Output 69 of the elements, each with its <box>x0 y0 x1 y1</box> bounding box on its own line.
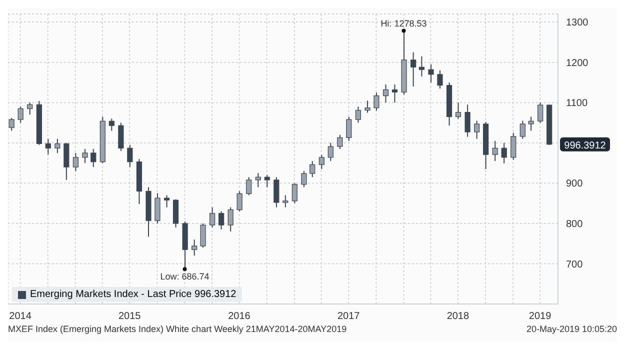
candlestick <box>318 154 324 170</box>
x-tick-label: 2016 <box>228 311 251 322</box>
x-tick-label: 2018 <box>446 311 470 322</box>
candlestick <box>520 120 526 140</box>
candlestick <box>510 132 516 160</box>
x-tick-label: 2014 <box>9 311 32 322</box>
candlestick <box>392 84 398 104</box>
candlestick <box>282 194 288 208</box>
y-tick-label: 1100 <box>566 98 588 110</box>
candlestick <box>255 172 261 188</box>
candlestick <box>337 134 343 150</box>
candlestick <box>72 152 79 172</box>
candlestick <box>82 148 88 164</box>
candlestick <box>218 210 224 230</box>
candlestick <box>108 118 114 132</box>
candlestick <box>418 56 425 77</box>
candlestick <box>455 102 462 120</box>
candlestick <box>192 239 198 256</box>
candlestick <box>301 170 307 188</box>
candlestick <box>18 106 24 124</box>
candlestick <box>292 182 298 204</box>
candlestick <box>382 84 389 104</box>
candlestick <box>410 52 416 87</box>
annotation: Low: 686.74 <box>160 271 210 282</box>
y-tick-label: 800 <box>566 218 584 230</box>
candlestick <box>501 142 507 164</box>
x-tick-label: 2017 <box>337 311 360 322</box>
candlestick <box>474 120 480 140</box>
candlestick <box>172 198 179 228</box>
candlestick <box>90 148 96 168</box>
candlestick <box>127 144 133 168</box>
candlestick <box>492 140 498 162</box>
annotation: 996.3912 <box>564 140 606 152</box>
x-tick-label: 2019 <box>528 311 552 322</box>
legend-label: Emerging Markets Index - Last Price 996.3912 <box>30 289 236 300</box>
candlestick <box>364 100 370 114</box>
candlestick <box>464 104 470 138</box>
candlestick <box>428 64 434 83</box>
y-tick-label: 700 <box>566 259 584 270</box>
text: MXEF Index (Emerging Markets Index) White chart Weekly 21MAY2014-20MAY2019 <box>8 324 347 334</box>
candlestick <box>154 192 160 224</box>
candlestick <box>210 206 216 228</box>
candlestick <box>538 102 544 124</box>
text: 20-May-2019 10:05:20 <box>526 324 617 334</box>
candlestick <box>246 176 252 196</box>
candlestick <box>437 70 443 90</box>
candlestick <box>310 160 316 178</box>
candlestick <box>528 116 534 132</box>
candlestick <box>264 174 270 188</box>
candlestick <box>64 142 70 180</box>
candlestick <box>236 190 242 212</box>
candlestick <box>118 122 124 152</box>
candlestick <box>45 138 51 156</box>
annotation: Hi: 1278.53 <box>380 18 427 29</box>
y-tick-label: 1200 <box>566 58 589 69</box>
candlestick <box>274 176 280 208</box>
y-tick-label: 900 <box>566 178 584 190</box>
x-tick-label: 2015 <box>118 311 142 322</box>
candlestick <box>27 102 33 116</box>
candlestick <box>164 194 170 208</box>
candlestick <box>8 117 14 132</box>
candlestick <box>374 92 380 112</box>
candlestick <box>346 116 352 142</box>
candlestick <box>200 222 206 248</box>
candlestick <box>328 142 334 162</box>
y-tick-label: 1300 <box>566 18 589 29</box>
candlestick <box>228 206 234 232</box>
candlestick <box>355 106 361 124</box>
candlestick <box>54 138 60 154</box>
